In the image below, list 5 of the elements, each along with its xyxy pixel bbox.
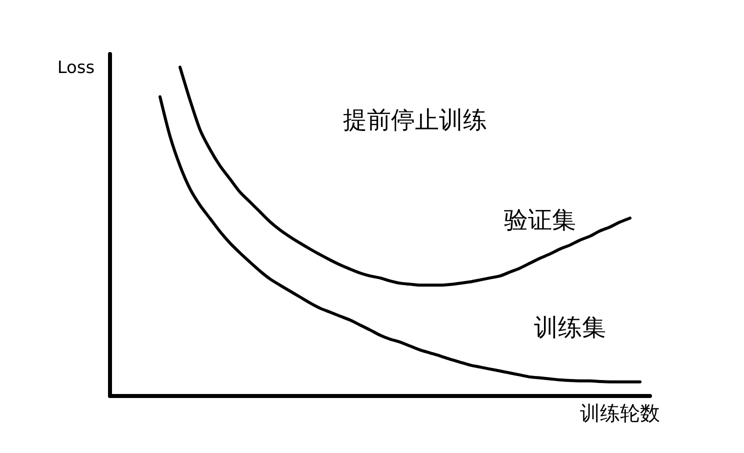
x-axis-title: 训练轮数 xyxy=(580,401,660,425)
y-axis-title: Loss xyxy=(57,58,95,78)
annotation: 提前停止训练 xyxy=(343,106,487,134)
series-label: 训练集 xyxy=(534,314,606,342)
series-label: 验证集 xyxy=(504,206,576,234)
